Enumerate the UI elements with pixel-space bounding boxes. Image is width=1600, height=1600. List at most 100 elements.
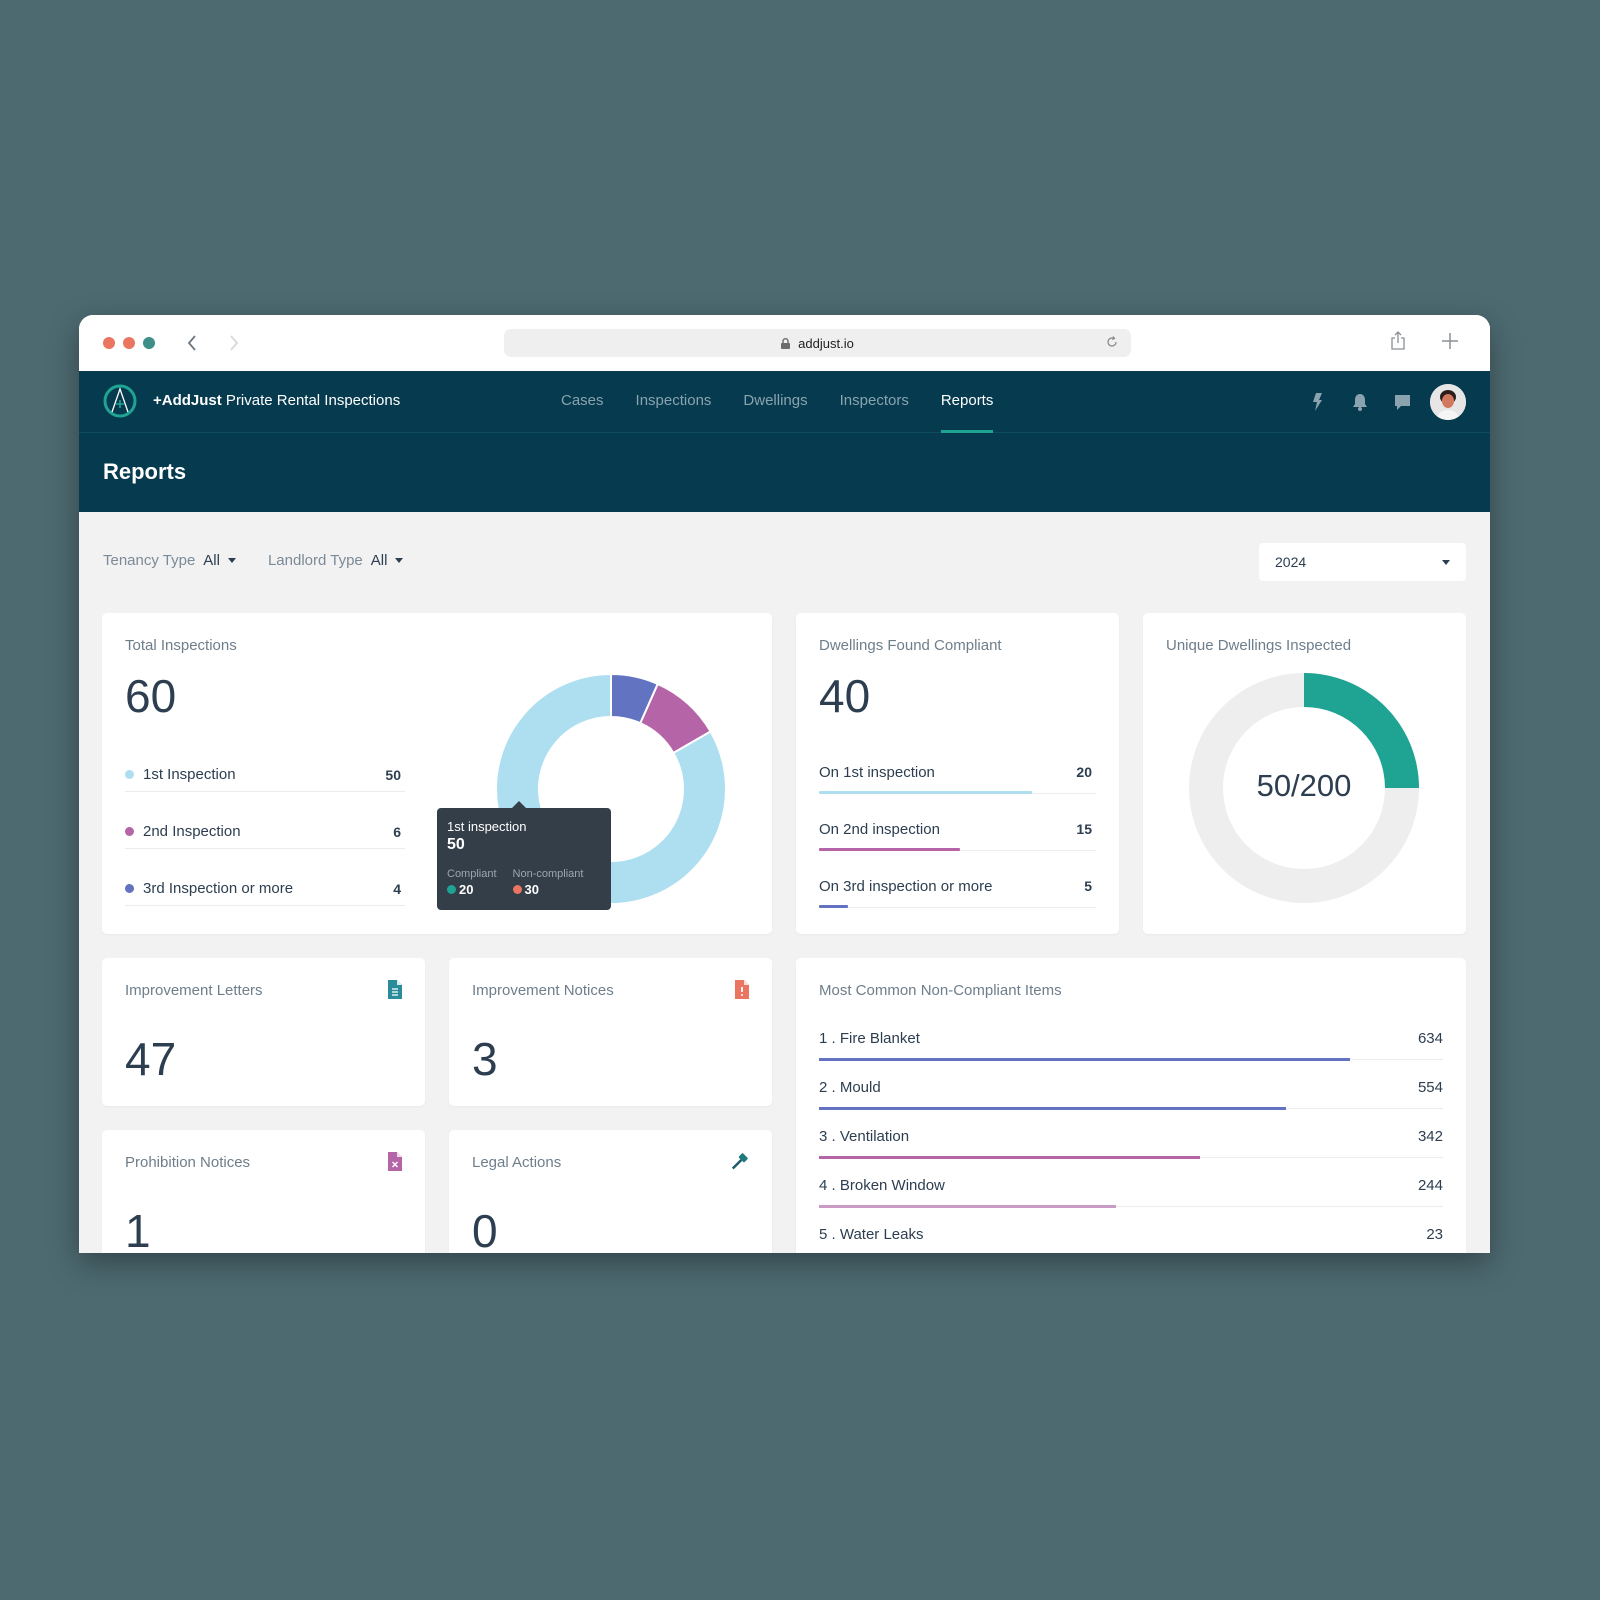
lock-icon [781, 337, 791, 349]
non-compliant-item[interactable]: 5 . Water Leaks 23 [819, 1226, 1443, 1253]
address-bar[interactable]: addjust.io [504, 329, 1131, 357]
item-rank: 1 [819, 1030, 828, 1047]
legend-value: 6 [393, 823, 401, 840]
maximize-window-button[interactable] [143, 337, 155, 349]
tenancy-type-value: All [203, 552, 220, 569]
window-controls [103, 337, 155, 349]
header-actions [1295, 384, 1466, 420]
non-compliant-item[interactable]: 4 . Broken Window 244 [819, 1177, 1443, 1217]
share-button[interactable] [1390, 331, 1406, 356]
item-label: . Water Leaks [827, 1226, 924, 1243]
tooltip-noncompliant-label: Non-compliant [512, 868, 584, 880]
legend-value: 50 [385, 766, 401, 783]
item-label: . Broken Window [827, 1177, 945, 1194]
lightning-icon [1312, 393, 1322, 411]
unique-dwellings-donut-chart[interactable] [1189, 673, 1419, 903]
legend-row-2nd[interactable]: 2nd Inspection 6 [125, 815, 405, 849]
legend-row-1st[interactable]: 1st Inspection 50 [125, 758, 405, 792]
item-count: 244 [1417, 1177, 1443, 1194]
forward-button[interactable] [224, 331, 244, 355]
item-label: . Mould [827, 1079, 881, 1096]
tooltip-title: 1st inspection [447, 819, 527, 834]
legend-value: 4 [393, 880, 401, 897]
tooltip-noncompliant-value: 30 [524, 882, 539, 897]
caret-down-icon [395, 558, 404, 563]
user-avatar[interactable] [1430, 384, 1466, 420]
top-navigation-bar: +AddJust Private Rental Inspections Case… [79, 371, 1490, 433]
item-count: 634 [1417, 1030, 1443, 1047]
app-header: +AddJust Private Rental Inspections Case… [79, 371, 1490, 512]
gavel-icon [731, 1153, 748, 1170]
messages-button[interactable] [1381, 384, 1424, 420]
legend-dot [125, 884, 134, 893]
tenancy-type-filter[interactable]: Tenancy Type All [103, 552, 236, 569]
legend-label: 3rd Inspection or more [143, 880, 294, 897]
non-compliant-item[interactable]: 1 . Fire Blanket 634 [819, 1030, 1443, 1070]
document-lines-icon [388, 980, 402, 999]
close-window-button[interactable] [103, 337, 115, 349]
page-title: Reports [103, 459, 187, 484]
minimize-window-button[interactable] [123, 337, 135, 349]
browser-toolbar: addjust.io [79, 315, 1490, 371]
row-value: 5 [1084, 878, 1092, 894]
quick-actions-button[interactable] [1295, 384, 1338, 420]
stat-value: 3 [472, 1033, 498, 1085]
nav-reports[interactable]: Reports [925, 371, 1010, 433]
landlord-type-filter[interactable]: Landlord Type All [267, 552, 404, 569]
legal-actions-card[interactable]: Legal Actions 0 [449, 1130, 772, 1253]
progress-bar [819, 1205, 1116, 1208]
caret-down-icon [227, 558, 236, 563]
addjust-logo-icon[interactable] [103, 384, 137, 418]
row-label: On 2nd inspection [819, 821, 940, 838]
improvement-letters-card[interactable]: Improvement Letters 47 [102, 958, 425, 1106]
row-label: On 1st inspection [819, 764, 935, 781]
year-select[interactable]: 2024 [1259, 543, 1466, 581]
legend-label: 2nd Inspection [143, 823, 241, 840]
item-rank: 3 [819, 1128, 828, 1145]
item-count: 23 [1426, 1226, 1443, 1243]
improvement-notices-card[interactable]: Improvement Notices 3 [449, 958, 772, 1106]
main-nav: Cases Inspections Dwellings Inspectors R… [545, 371, 1009, 433]
stat-value: 47 [125, 1033, 177, 1085]
tenancy-type-label: Tenancy Type [103, 552, 196, 569]
legend-row-3rd[interactable]: 3rd Inspection or more 4 [125, 872, 405, 906]
app-brand: +AddJust Private Rental Inspections [153, 392, 400, 409]
landlord-type-label: Landlord Type [267, 552, 363, 569]
non-compliant-item[interactable]: 3 . Ventilation 342 [819, 1128, 1443, 1168]
non-compliant-item[interactable]: 2 . Mould 554 [819, 1079, 1443, 1119]
chevron-left-icon [187, 335, 196, 351]
brand-name: +AddJust [153, 392, 222, 409]
row-label: On 3rd inspection or more [819, 878, 993, 895]
compliant-row-1st[interactable]: On 1st inspection 20 [819, 760, 1096, 794]
nav-inspections[interactable]: Inspections [635, 392, 712, 409]
item-label: . Fire Blanket [827, 1030, 920, 1047]
progress-bar [819, 791, 1032, 794]
reload-icon[interactable] [1105, 335, 1119, 349]
bell-icon [1352, 394, 1367, 411]
card-title: Dwellings Found Compliant [819, 637, 1002, 654]
notifications-button[interactable] [1338, 384, 1381, 420]
non-compliant-items-card: Most Common Non-Compliant Items 1 . Fire… [796, 958, 1466, 1253]
back-button[interactable] [182, 331, 202, 355]
card-title: Prohibition Notices [125, 1154, 251, 1171]
progress-bar [819, 905, 848, 908]
card-title: Unique Dwellings Inspected [1166, 637, 1352, 654]
document-x-icon [388, 1152, 402, 1171]
nav-dwellings[interactable]: Dwellings [743, 392, 808, 409]
document-alert-icon [735, 980, 749, 999]
landlord-type-value: All [370, 552, 388, 569]
tooltip-compliant-value: 20 [459, 882, 474, 897]
prohibition-notices-card[interactable]: Prohibition Notices 1 [102, 1130, 425, 1253]
legend-label: 1st Inspection [143, 766, 236, 783]
compliant-row-3rd[interactable]: On 3rd inspection or more 5 [819, 874, 1096, 908]
nav-inspectors[interactable]: Inspectors [839, 392, 909, 409]
brand-subtitle: Private Rental Inspections [221, 392, 401, 409]
item-count: 342 [1417, 1128, 1443, 1145]
plus-icon [1442, 333, 1458, 349]
compliant-row-2nd[interactable]: On 2nd inspection 15 [819, 817, 1096, 851]
tooltip-value: 50 [447, 836, 465, 853]
chart-tooltip: 1st inspection 50 Compliant 20 Non-compl… [437, 801, 611, 910]
card-title: Legal Actions [472, 1154, 562, 1171]
new-tab-button[interactable] [1441, 331, 1459, 356]
nav-cases[interactable]: Cases [561, 392, 604, 409]
